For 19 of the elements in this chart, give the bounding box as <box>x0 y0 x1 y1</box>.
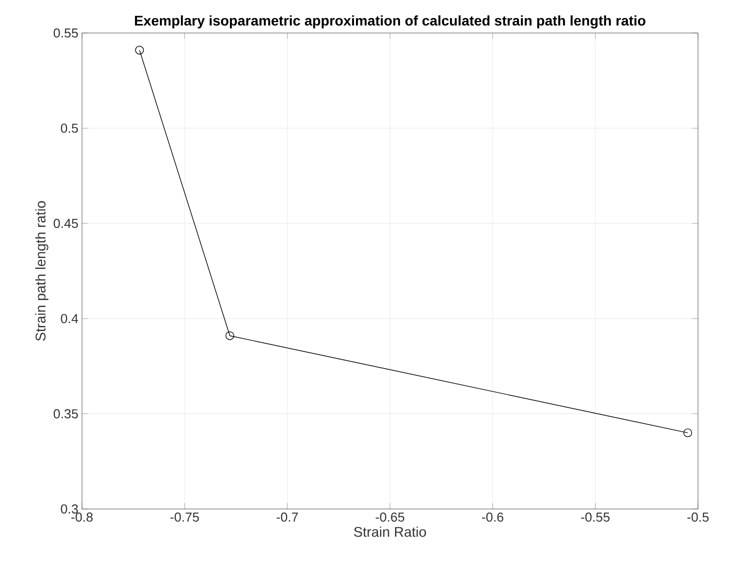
x-tick-label: -0.75 <box>170 512 199 522</box>
y-tick-label: 0.5 <box>60 124 78 133</box>
point <box>683 428 692 438</box>
y-tick-label: 0.4 <box>60 314 78 324</box>
x-tick-label: -0.8 <box>71 512 93 522</box>
x-axis-title: Strain Ratio <box>354 526 426 537</box>
point <box>135 46 144 54</box>
y-tick-label: 0.45 <box>54 218 78 228</box>
x-tick-label: -0.65 <box>376 512 404 522</box>
y-tick-label: 0.35 <box>54 409 78 418</box>
x-tick-label: -0.7 <box>276 512 298 522</box>
x-tick-label: -0.6 <box>482 512 504 522</box>
point <box>225 331 234 340</box>
y-axis-title: Strain path length ratio <box>35 201 48 341</box>
x-tick-label: -0.55 <box>581 512 610 522</box>
y-tick-label: 0.55 <box>54 28 78 38</box>
y-tick-label: 0.3 <box>60 504 78 514</box>
x-tick-label: -0.5 <box>687 512 709 522</box>
chart-title: Exemplary isoparametric approximation of calculated strain path length ratio <box>134 15 646 28</box>
